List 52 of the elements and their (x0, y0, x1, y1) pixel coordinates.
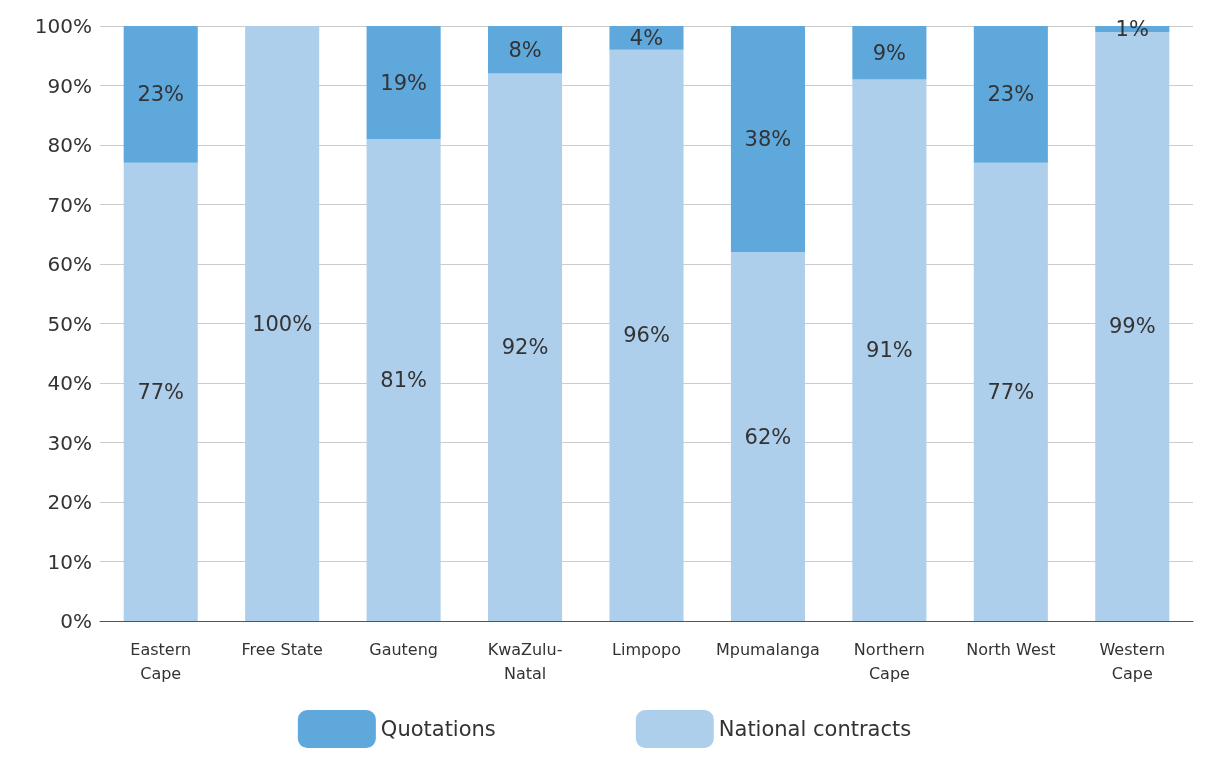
y-tick-label: 30% (47, 430, 92, 455)
bar (973, 26, 1048, 163)
data-label: 77% (987, 379, 1035, 404)
data-label: 8% (508, 37, 542, 62)
x-tick-label: Gauteng (369, 639, 438, 659)
y-tick-label: 50% (47, 311, 92, 336)
data-label: 96% (623, 323, 670, 348)
bar (366, 139, 441, 621)
y-tick-label: 10% (47, 549, 92, 574)
bar (730, 26, 805, 253)
bar (852, 79, 927, 621)
y-tick-label: 90% (47, 73, 92, 98)
x-tick-label: Mpumalanga (716, 639, 820, 659)
data-label: 19% (380, 70, 427, 95)
bar (609, 49, 684, 621)
y-tick-label: 80% (47, 133, 92, 157)
data-label: 23% (137, 82, 185, 107)
y-tick-label: 100% (34, 14, 92, 38)
bar (123, 162, 198, 621)
x-tick-label: KwaZulu-Natal (487, 639, 563, 683)
bar (245, 26, 320, 621)
data-label: 99% (1108, 314, 1156, 339)
data-label: 9% (872, 40, 907, 65)
x-tick-label: Western Cape (1099, 639, 1166, 683)
y-tick-label: 70% (47, 192, 92, 217)
data-label: 92% (501, 335, 549, 360)
bar (123, 26, 198, 163)
x-tick-label: Northern Cape (853, 639, 925, 683)
y-tick-label: 40% (47, 371, 92, 395)
bar (488, 26, 563, 74)
data-label: 23% (987, 82, 1035, 107)
x-tick-label: North West (966, 639, 1056, 659)
legend-label: Quotations (380, 717, 496, 741)
bar (366, 26, 441, 140)
y-tick-label: 0% (60, 609, 92, 633)
bar (488, 73, 563, 621)
bar (730, 252, 805, 621)
y-tick-label: 20% (47, 490, 92, 514)
x-tick-label: Free State (241, 639, 323, 659)
bar (852, 26, 927, 80)
y-tick-label: 60% (47, 252, 92, 276)
data-label: 62% (744, 424, 792, 449)
data-label: 4% (629, 25, 664, 50)
x-tick-label: Limpopo (612, 639, 681, 659)
legend-label: National contracts (718, 717, 912, 741)
data-label: 91% (866, 338, 913, 363)
data-label: 100% (252, 311, 313, 336)
data-label: 81% (380, 368, 427, 393)
x-tick-label: Eastern Cape (130, 639, 192, 683)
bar (973, 162, 1048, 621)
data-label: 38% (744, 127, 792, 152)
data-label: 77% (137, 379, 185, 404)
